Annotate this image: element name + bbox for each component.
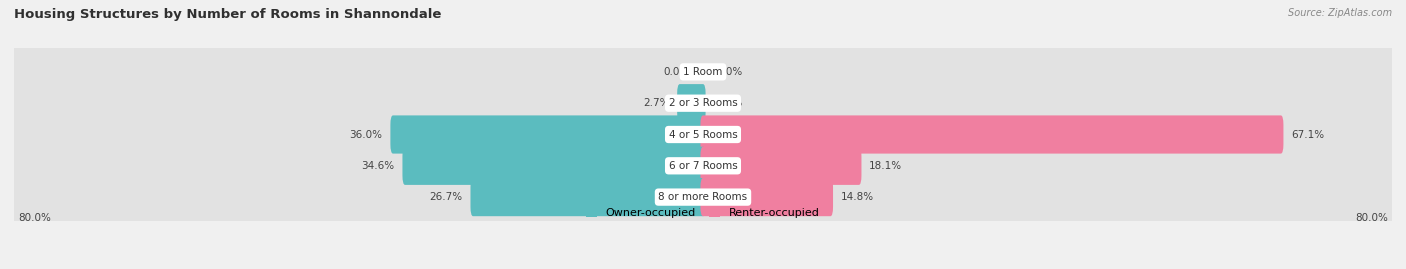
Text: 4 or 5 Rooms: 4 or 5 Rooms [669, 129, 737, 140]
FancyBboxPatch shape [391, 115, 706, 154]
FancyBboxPatch shape [13, 169, 1393, 225]
Text: 80.0%: 80.0% [1355, 213, 1388, 223]
Text: 36.0%: 36.0% [350, 129, 382, 140]
FancyBboxPatch shape [402, 147, 706, 185]
FancyBboxPatch shape [13, 44, 1393, 100]
Text: 14.8%: 14.8% [841, 192, 875, 202]
Text: 2 or 3 Rooms: 2 or 3 Rooms [669, 98, 737, 108]
FancyBboxPatch shape [471, 178, 706, 216]
Text: 0.0%: 0.0% [716, 67, 742, 77]
FancyBboxPatch shape [678, 84, 706, 122]
Text: 18.1%: 18.1% [869, 161, 903, 171]
Text: 26.7%: 26.7% [430, 192, 463, 202]
Text: Housing Structures by Number of Rooms in Shannondale: Housing Structures by Number of Rooms in… [14, 8, 441, 21]
Legend: Owner-occupied, Renter-occupied: Owner-occupied, Renter-occupied [586, 208, 820, 218]
FancyBboxPatch shape [700, 178, 832, 216]
FancyBboxPatch shape [13, 138, 1393, 194]
FancyBboxPatch shape [700, 147, 862, 185]
Text: 34.6%: 34.6% [361, 161, 395, 171]
FancyBboxPatch shape [13, 75, 1393, 131]
Text: 1 Room: 1 Room [683, 67, 723, 77]
Text: 8 or more Rooms: 8 or more Rooms [658, 192, 748, 202]
Text: 0.0%: 0.0% [716, 98, 742, 108]
Text: 2.7%: 2.7% [643, 98, 669, 108]
FancyBboxPatch shape [13, 107, 1393, 162]
Text: Source: ZipAtlas.com: Source: ZipAtlas.com [1288, 8, 1392, 18]
Text: 80.0%: 80.0% [18, 213, 51, 223]
Text: 0.0%: 0.0% [664, 67, 690, 77]
Text: 67.1%: 67.1% [1291, 129, 1324, 140]
Text: 6 or 7 Rooms: 6 or 7 Rooms [669, 161, 737, 171]
FancyBboxPatch shape [700, 115, 1284, 154]
